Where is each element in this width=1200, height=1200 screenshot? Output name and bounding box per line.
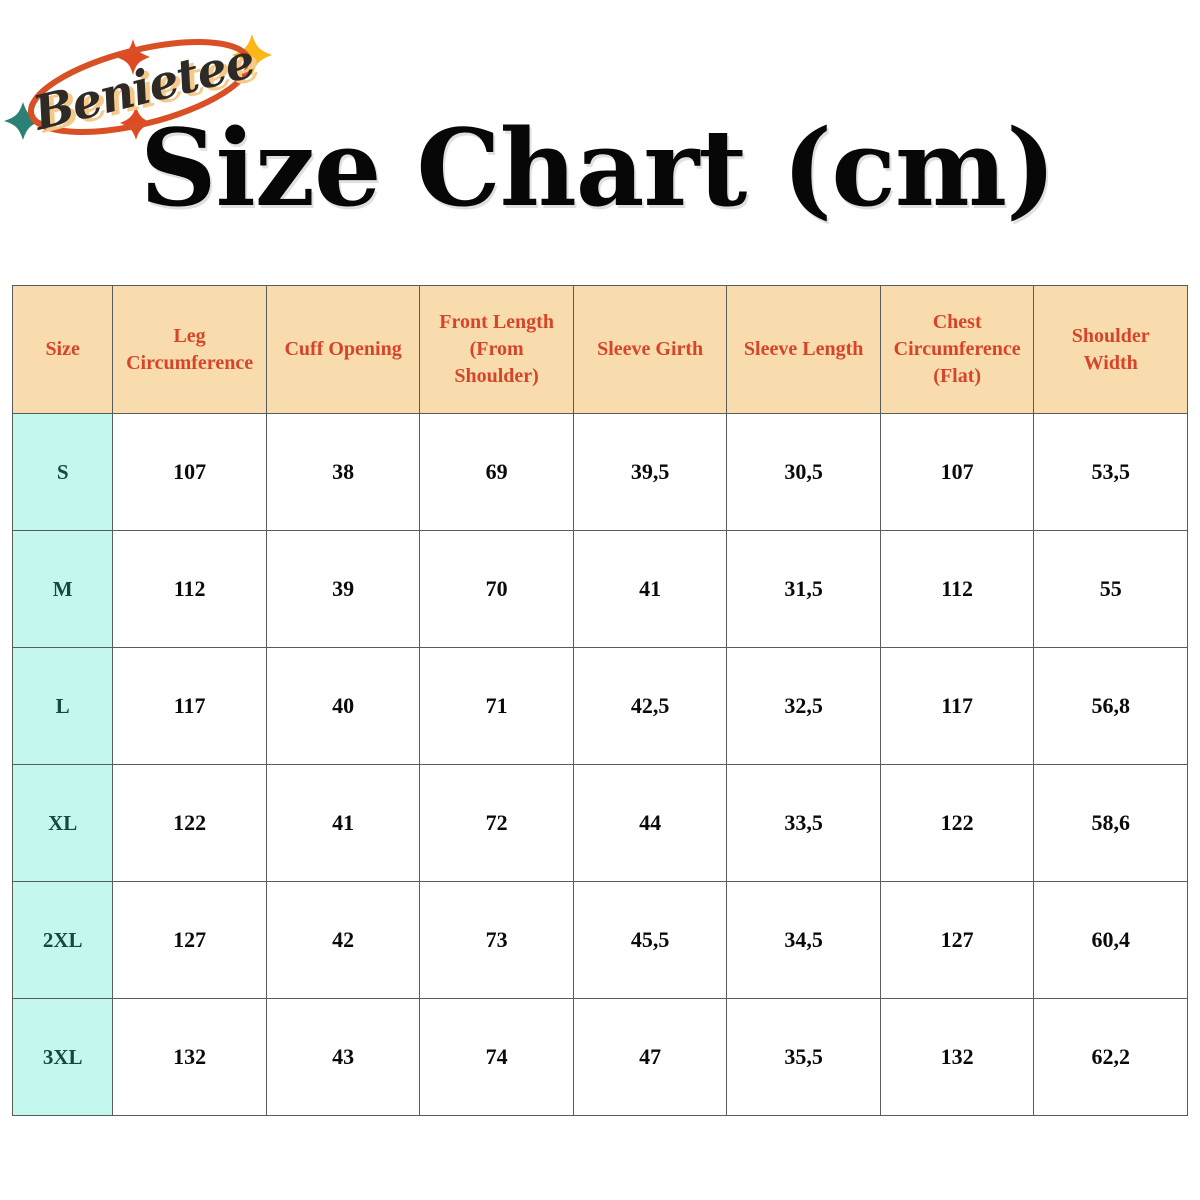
header-line: Sleeve Girth [597,338,704,360]
size-label-cell: 2XL [11,881,114,999]
measurement-cell: 107 [879,413,1035,531]
measurement-cell: 112 [879,530,1035,648]
column-header-cuff-opening: Cuff Opening [265,285,421,414]
header-line: Size [45,338,80,360]
measurement-cell: 127 [879,881,1035,999]
measurement-cell: 62,2 [1033,998,1188,1116]
measurement-cell: 71 [419,647,574,765]
column-header-size: Size [11,285,114,414]
header-line: Leg [173,324,206,347]
measurement-cell: 60,4 [1033,881,1188,999]
measurement-cell: 32,5 [726,647,881,765]
header-line: Width [1083,351,1138,374]
measurement-cell: 69 [419,413,574,531]
star-orange-icon [116,39,150,75]
measurement-cell: 122 [879,764,1035,882]
measurement-cell: 33,5 [726,764,881,882]
header-line: Sleeve Length [743,338,864,360]
measurement-cell: 47 [572,998,728,1116]
star-yellow-icon [232,34,272,76]
size-label-cell: 3XL [11,998,114,1116]
size-chart-table: Size Leg Circumference Cuff Opening Fron… [11,285,1188,1116]
size-label-cell: L [11,647,114,765]
measurement-cell: 35,5 [726,998,881,1116]
column-header-shoulder-width: Shoulder Width [1033,285,1188,414]
measurement-cell: 70 [419,530,574,648]
column-header-sleeve-length: Sleeve Length [726,285,881,414]
size-label-cell: XL [11,764,114,882]
measurement-cell: 43 [265,998,421,1116]
table-row: L 117 40 71 42,5 32,5 117 56,8 [11,647,1188,765]
measurement-cell: 41 [265,764,421,882]
brand-logo: Benietee Benietee [2,22,302,147]
measurement-cell: 107 [112,413,267,531]
measurement-cell: 117 [112,647,267,765]
measurement-cell: 73 [419,881,574,999]
measurement-cell: 55 [1033,530,1188,648]
measurement-cell: 31,5 [726,530,881,648]
header-line: Shoulder) [454,365,539,387]
measurement-cell: 41 [572,530,728,648]
logo-ellipse [27,39,253,135]
measurement-cell: 132 [112,998,267,1116]
header-line: Front Length [439,311,554,333]
measurement-cell: 122 [112,764,267,882]
measurement-cell: 117 [879,647,1035,765]
header-line: Circumference [126,351,254,374]
star-teal-icon [4,102,42,140]
header-line: Shoulder [1071,324,1150,347]
measurement-cell: 30,5 [726,413,881,531]
measurement-cell: 39,5 [572,413,728,531]
table-row: XL 122 41 72 44 33,5 122 58,6 [11,764,1188,882]
measurement-cell: 127 [112,881,267,999]
header-line: (From [469,338,524,360]
column-header-front-length: Front Length (From Shoulder) [419,285,574,414]
column-header-leg-circumference: Leg Circumference [112,285,267,414]
table-row: S 107 38 69 39,5 30,5 107 53,5 [11,413,1188,531]
column-header-sleeve-girth: Sleeve Girth [572,285,728,414]
header-line: (Flat) [933,365,982,387]
header-line: Circumference [893,338,1021,360]
measurement-cell: 58,6 [1033,764,1188,882]
measurement-cell: 44 [572,764,728,882]
size-chart-table-container: Size Leg Circumference Cuff Opening Fron… [11,285,1188,1116]
measurement-cell: 39 [265,530,421,648]
column-header-chest-circumference: Chest Circumference (Flat) [879,285,1035,414]
measurement-cell: 132 [879,998,1035,1116]
size-label-cell: S [11,413,114,531]
measurement-cell: 74 [419,998,574,1116]
measurement-cell: 56,8 [1033,647,1188,765]
page-title: Size Chart (cm) [140,105,1056,230]
table-row: M 112 39 70 41 31,5 112 55 [11,530,1188,648]
table-row: 3XL 132 43 74 47 35,5 132 62,2 [11,998,1188,1116]
measurement-cell: 42 [265,881,421,999]
measurement-cell: 40 [265,647,421,765]
measurement-cell: 38 [265,413,421,531]
size-label-cell: M [11,530,114,648]
header-line: Cuff Opening [284,338,402,360]
measurement-cell: 42,5 [572,647,728,765]
measurement-cell: 112 [112,530,267,648]
header-line: Chest [932,311,982,333]
table-row: 2XL 127 42 73 45,5 34,5 127 60,4 [11,881,1188,999]
measurement-cell: 72 [419,764,574,882]
measurement-cell: 53,5 [1033,413,1188,531]
measurement-cell: 45,5 [572,881,728,999]
measurement-cell: 34,5 [726,881,881,999]
table-header-row: Size Leg Circumference Cuff Opening Fron… [11,285,1188,414]
table-body: S 107 38 69 39,5 30,5 107 53,5 M 112 39 70 41 31,5 112… [11,413,1188,1116]
